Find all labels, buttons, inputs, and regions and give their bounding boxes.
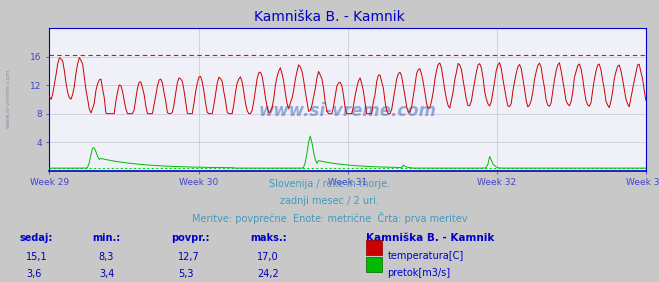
- Text: Slovenija / reke in morje.: Slovenija / reke in morje.: [269, 179, 390, 189]
- Text: www.si-vreme.com: www.si-vreme.com: [258, 102, 437, 120]
- Text: zadnji mesec / 2 uri.: zadnji mesec / 2 uri.: [280, 196, 379, 206]
- Text: Kamniška B. - Kamnik: Kamniška B. - Kamnik: [366, 233, 494, 243]
- Text: sedaj:: sedaj:: [20, 233, 53, 243]
- Text: 8,3: 8,3: [99, 252, 114, 262]
- Text: 15,1: 15,1: [26, 252, 48, 262]
- Text: 5,3: 5,3: [178, 269, 194, 279]
- Text: maks.:: maks.:: [250, 233, 287, 243]
- Text: pretok[m3/s]: pretok[m3/s]: [387, 268, 451, 278]
- Text: 3,4: 3,4: [99, 269, 114, 279]
- Text: 12,7: 12,7: [178, 252, 200, 262]
- Text: 24,2: 24,2: [257, 269, 279, 279]
- Text: temperatura[C]: temperatura[C]: [387, 251, 464, 261]
- Text: 17,0: 17,0: [257, 252, 279, 262]
- Text: Meritve: povprečne  Enote: metrične  Črta: prva meritev: Meritve: povprečne Enote: metrične Črta:…: [192, 212, 467, 224]
- Text: 3,6: 3,6: [26, 269, 42, 279]
- Text: min.:: min.:: [92, 233, 121, 243]
- Text: Kamniška B. - Kamnik: Kamniška B. - Kamnik: [254, 10, 405, 24]
- Text: www.si-vreme.com: www.si-vreme.com: [5, 69, 11, 128]
- Text: povpr.:: povpr.:: [171, 233, 210, 243]
